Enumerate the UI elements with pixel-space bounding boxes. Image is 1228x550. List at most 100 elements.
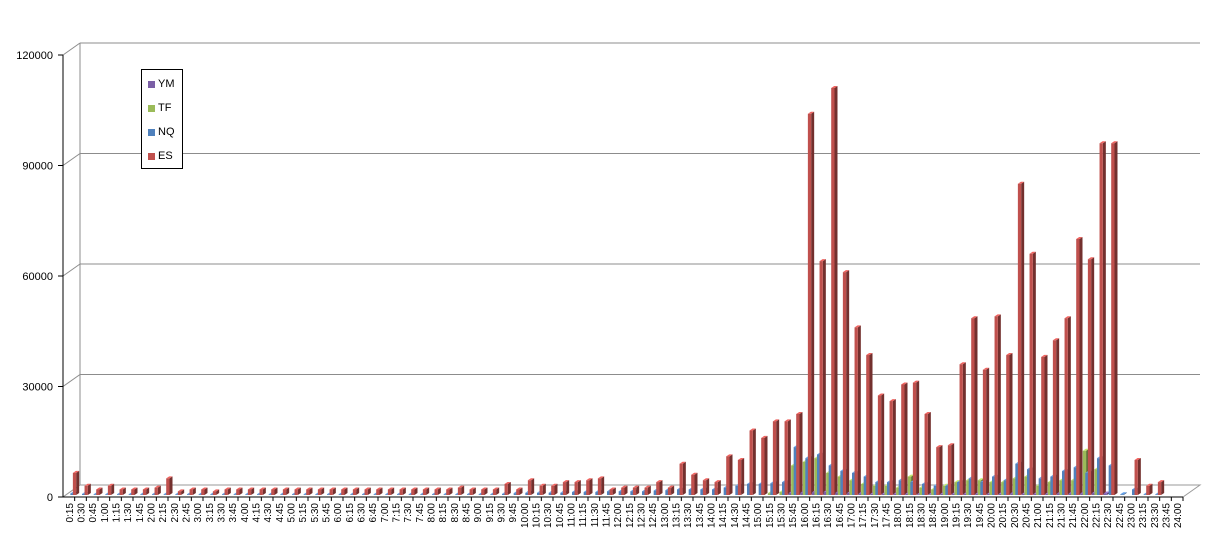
bar-es [247, 487, 255, 495]
bar-es [796, 411, 803, 495]
bar-front [595, 492, 599, 495]
bar-es [597, 476, 605, 495]
bar-top [1082, 448, 1090, 451]
bar-side [472, 487, 476, 495]
bar-front [805, 458, 809, 495]
bar-top [1111, 141, 1118, 144]
bar-front [271, 489, 275, 495]
x-tick-label: 16:15 [812, 503, 823, 528]
bar-front [607, 491, 611, 495]
bar-es [842, 270, 850, 495]
bar-es [1157, 480, 1165, 495]
bar-side [764, 435, 768, 495]
bar-es [889, 399, 896, 495]
bar-es [912, 380, 920, 495]
x-tick-label: 9:15 [485, 503, 496, 523]
bar-side [76, 470, 80, 495]
bar-top [994, 314, 1001, 317]
x-tick-label: 19:00 [940, 503, 951, 528]
legend: YM TF NQ ES [141, 69, 183, 169]
bar-top [271, 487, 278, 490]
bar-side [589, 478, 593, 495]
bar-side [496, 487, 500, 495]
x-tick-label: 3:30 [217, 503, 228, 523]
bar-es [399, 487, 406, 495]
x-tick-label: 10:45 [555, 503, 566, 528]
x-tick-label: 22:15 [1092, 503, 1103, 528]
bar-front [317, 489, 322, 495]
bar-front [814, 458, 818, 495]
bar-front [807, 113, 812, 496]
bar-side [869, 353, 873, 495]
bar-side [1102, 141, 1106, 495]
bar-es [411, 487, 418, 495]
x-tick-label: 4:00 [240, 503, 251, 523]
bar-es [492, 487, 500, 495]
x-tick-label: 20:30 [1010, 503, 1021, 528]
bar-es [107, 483, 115, 495]
bar-front [362, 494, 366, 495]
x-tick-label: 24:00 [1173, 503, 1184, 528]
bar-top [924, 411, 931, 414]
bar-front [551, 485, 555, 495]
x-tick-label: 17:45 [882, 503, 893, 528]
bar-side [1114, 141, 1118, 495]
legend-label-nq: NQ [158, 126, 175, 139]
bar-front [1001, 482, 1005, 495]
x-tick-label: 15:45 [788, 503, 799, 528]
bar-es [376, 487, 383, 495]
bar-front [548, 492, 552, 495]
bar-front [989, 482, 993, 495]
bar-es [994, 314, 1001, 495]
bar-top [294, 487, 301, 490]
bar-front [1087, 259, 1092, 495]
bar-front [800, 492, 804, 495]
bar-top [411, 487, 418, 490]
bar-front [373, 494, 377, 495]
bar-front [980, 482, 984, 495]
x-tick-label: 4:45 [275, 503, 286, 523]
bar-side [846, 270, 850, 495]
bar-top [166, 476, 173, 479]
bar-front [1073, 467, 1077, 495]
bar-front [994, 316, 998, 495]
x-tick-label: 5:45 [322, 503, 333, 523]
x-tick-label: 11:15 [578, 503, 589, 528]
bar-top [877, 393, 885, 396]
bar-front [656, 482, 660, 495]
y-axis: 0 30000 60000 90000 120000 [16, 50, 64, 504]
bar-front [268, 494, 272, 495]
bar-front [1021, 493, 1026, 495]
bar-front [863, 476, 867, 495]
bar-es [504, 481, 511, 495]
bar-front [490, 494, 494, 495]
bar-side [391, 487, 395, 495]
bar-top [154, 485, 161, 488]
bar-es [854, 325, 861, 495]
bar-side [822, 259, 826, 495]
bar-front [175, 494, 179, 495]
bar-front [782, 482, 786, 495]
x-tick-label: 21:45 [1068, 503, 1079, 528]
bar-top [352, 487, 360, 490]
bar-front [1012, 478, 1017, 495]
x-tick-label: 23:00 [1127, 503, 1138, 528]
bar-side [612, 487, 616, 495]
bar-front [924, 413, 928, 495]
bar-es [142, 487, 150, 495]
bar-front [1103, 493, 1107, 495]
bar-front [119, 489, 123, 495]
bar-front [446, 489, 450, 495]
bar-front [467, 494, 471, 495]
bar-front [986, 493, 991, 495]
bar-top [387, 487, 395, 490]
gridline-side [62, 42, 81, 56]
bar-front [455, 494, 459, 495]
bar-front [849, 480, 853, 495]
bar-top [306, 487, 313, 490]
bar-front [187, 494, 191, 495]
bar-side [916, 380, 920, 495]
bar-front [1010, 493, 1014, 495]
bar-front [387, 489, 392, 495]
bar-front [84, 485, 88, 495]
